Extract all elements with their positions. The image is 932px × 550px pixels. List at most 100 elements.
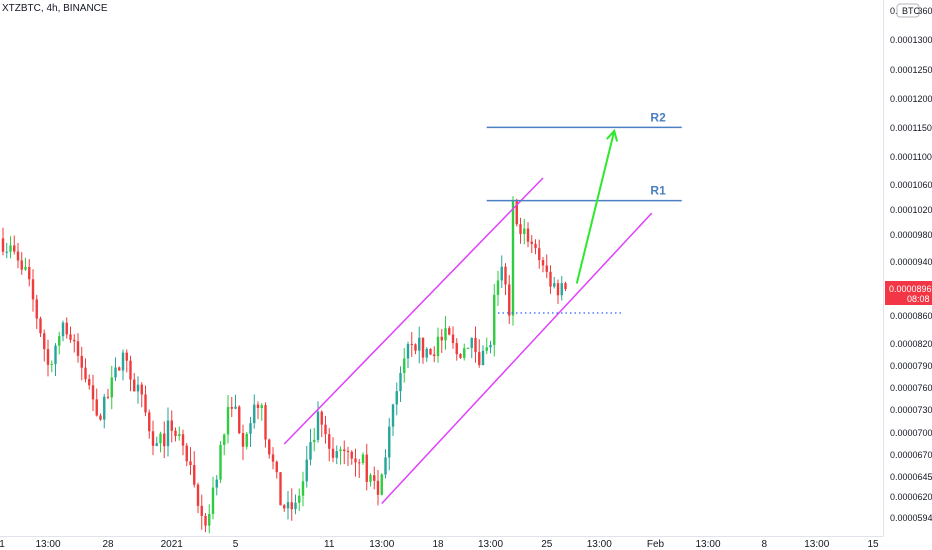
candle-body bbox=[391, 404, 395, 427]
projection-arrow-shaft[interactable] bbox=[575, 130, 616, 284]
price-tick-label: 0.0000820 bbox=[890, 339, 932, 349]
candle-body bbox=[523, 228, 526, 234]
candle-body bbox=[46, 349, 50, 365]
currency-badge[interactable] bbox=[896, 3, 920, 18]
candle-body bbox=[106, 396, 110, 398]
price-tick-label: 0.0001100 bbox=[890, 152, 932, 162]
candle-body bbox=[343, 449, 346, 451]
candle-body bbox=[279, 472, 282, 506]
candle-body bbox=[406, 343, 410, 359]
time-tick-label: 25 bbox=[541, 539, 553, 550]
candle-body bbox=[324, 424, 327, 435]
candle-body bbox=[230, 406, 233, 409]
candle-body bbox=[234, 406, 237, 409]
last-price-badge bbox=[885, 281, 932, 305]
candle-body bbox=[316, 411, 320, 440]
price-tick-label: 0.0000980 bbox=[890, 230, 932, 240]
symbol-title: XTZBTC, 4h, BINANCE bbox=[2, 3, 108, 14]
candle-body bbox=[309, 441, 312, 460]
candle-body bbox=[121, 352, 125, 371]
price-tick-label: 0.0000860 bbox=[890, 311, 932, 321]
candle-body bbox=[28, 267, 31, 280]
time-tick-label: 13:00 bbox=[478, 539, 503, 550]
candle-body bbox=[541, 260, 545, 266]
candle-body bbox=[350, 451, 353, 459]
projection-arrow-head bbox=[606, 128, 619, 142]
candle-body bbox=[290, 502, 293, 510]
resistance-label-r1: R1 bbox=[650, 184, 666, 198]
price-tick-label: 0.0000594 bbox=[890, 513, 932, 523]
price-tick-label: 0.0000645 bbox=[890, 472, 932, 482]
candle-body bbox=[155, 443, 158, 446]
candle-body bbox=[1, 238, 5, 252]
candle-body bbox=[331, 448, 335, 458]
candle-body bbox=[481, 350, 485, 366]
candle-body bbox=[358, 462, 361, 464]
channel-lower-line[interactable] bbox=[381, 212, 653, 504]
time-tick-label: 13:00 bbox=[369, 539, 394, 550]
candle-body bbox=[271, 454, 275, 462]
channel-upper-line[interactable] bbox=[283, 177, 544, 445]
candle-body bbox=[339, 449, 342, 452]
candle-body bbox=[410, 343, 413, 345]
candle-body bbox=[16, 251, 20, 261]
candle-body bbox=[211, 487, 215, 514]
time-tick-label: 18 bbox=[432, 539, 444, 550]
candle-body bbox=[335, 451, 338, 458]
candle-body bbox=[313, 439, 316, 442]
candle-body bbox=[478, 352, 481, 366]
candle-body bbox=[444, 328, 447, 341]
price-tick-label: 0.0000670 bbox=[890, 450, 932, 460]
candle-body bbox=[200, 505, 203, 516]
candle-body bbox=[215, 479, 218, 488]
candle-body bbox=[125, 352, 128, 361]
candle-body bbox=[463, 348, 466, 358]
candle-body bbox=[241, 433, 245, 447]
candle-body bbox=[553, 283, 556, 287]
candle-body bbox=[95, 399, 98, 416]
candle-body bbox=[534, 243, 537, 249]
candle-body bbox=[436, 336, 440, 357]
time-tick-label: 15 bbox=[867, 539, 879, 550]
candle-body bbox=[440, 336, 443, 341]
candle-body bbox=[65, 322, 68, 335]
candle-body bbox=[286, 502, 290, 509]
time-tick-label: Feb bbox=[647, 539, 665, 550]
candle-body bbox=[174, 430, 177, 437]
candle-body bbox=[58, 336, 61, 346]
candle-body bbox=[31, 279, 35, 300]
candle-body bbox=[384, 457, 387, 475]
candle-body bbox=[365, 454, 368, 482]
candle-body bbox=[294, 502, 297, 510]
candle-body bbox=[151, 431, 155, 446]
resistance-label-r2: R2 bbox=[650, 110, 666, 124]
candle-body bbox=[219, 444, 222, 480]
candle-body bbox=[144, 394, 147, 413]
price-tick-label: 0.0001300 bbox=[890, 35, 932, 45]
last-price-label: 0.0000896 bbox=[889, 284, 932, 294]
last-price-countdown: 08:08 bbox=[907, 294, 930, 304]
candle-body bbox=[9, 245, 12, 252]
candle-body bbox=[530, 241, 533, 244]
candle-body bbox=[260, 405, 263, 409]
price-tick-label: 0.0000940 bbox=[890, 257, 932, 267]
candle-body bbox=[166, 420, 170, 447]
candle-body bbox=[489, 344, 492, 348]
candle-body bbox=[39, 318, 42, 334]
time-tick-label: 13:00 bbox=[35, 539, 60, 550]
candle-body bbox=[560, 283, 563, 296]
candle-body bbox=[253, 404, 256, 424]
candle-body bbox=[511, 201, 515, 316]
candle-body bbox=[185, 445, 188, 462]
time-axis[interactable]: 21 13:00 28 2021 5 11 13:00 18 13:00 25 13:00 Feb 13… bbox=[0, 539, 879, 550]
candle-body bbox=[136, 384, 140, 392]
price-tick-label: 0.0000700 bbox=[890, 428, 932, 438]
candle-body bbox=[526, 228, 530, 242]
candle-body bbox=[84, 367, 87, 380]
price-axis[interactable]: 0.00013600.00013000.00012500.00012000.00… bbox=[890, 6, 932, 523]
candle-body bbox=[354, 458, 357, 463]
time-tick-label: 2021 bbox=[161, 539, 184, 550]
candle-body bbox=[399, 372, 402, 392]
candle-body bbox=[133, 379, 136, 392]
